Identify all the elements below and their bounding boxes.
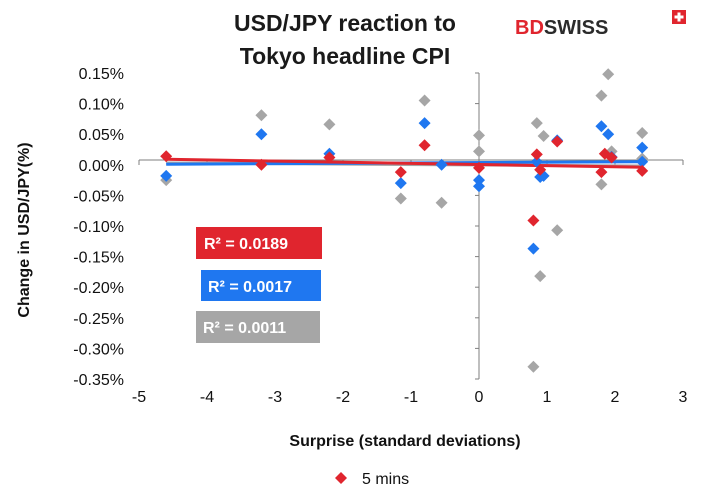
data-point-series-2	[530, 117, 543, 130]
x-axis-title: Surprise (standard deviations)	[289, 433, 520, 450]
y-tick-label: -0.35%	[73, 372, 124, 389]
data-point-series-0	[530, 148, 543, 161]
y-tick-label: 0.15%	[79, 66, 124, 83]
data-point-series-2	[537, 130, 550, 143]
data-point-series-2	[418, 94, 431, 107]
logo-text-bd: BD	[515, 17, 544, 39]
data-point-series-1	[473, 174, 485, 187]
data-point-series-0	[636, 164, 649, 177]
data-point-series-0	[527, 214, 540, 227]
x-tick-label: -1	[404, 389, 418, 406]
data-point-series-1	[160, 169, 173, 182]
data-point-series-1	[255, 128, 268, 141]
x-tick-label: -4	[200, 389, 214, 406]
data-point-series-2	[473, 129, 485, 142]
x-tick-label: -2	[336, 389, 350, 406]
data-point-series-1	[435, 158, 448, 171]
data-point-series-1	[418, 117, 431, 130]
x-tick-label: -3	[268, 389, 282, 406]
r2-box-red: R² = 0.0189	[196, 227, 322, 259]
data-point-series-2	[534, 270, 547, 283]
x-tick-label: 3	[679, 389, 688, 406]
r2-box-blue: R² = 0.0017	[201, 270, 321, 301]
x-tick-label: 2	[611, 389, 620, 406]
y-axis-tickmarks	[475, 72, 479, 380]
swiss-cross-icon	[672, 10, 686, 24]
svg-text:BDSWISS: BDSWISS	[515, 17, 608, 39]
data-point-series-0	[255, 158, 268, 171]
data-point-series-0	[473, 161, 485, 174]
data-point-series-2	[255, 109, 268, 122]
r2-label-red: R² = 0.0189	[204, 236, 288, 253]
y-tick-label: 0.10%	[79, 97, 124, 114]
r2-label-grey: R² = 0.0011	[203, 320, 286, 337]
data-point-series-1	[527, 242, 540, 255]
data-point-series-2	[636, 126, 649, 139]
data-point-series-1	[602, 128, 615, 141]
data-point-series-1	[394, 177, 407, 190]
y-tick-label: -0.25%	[73, 311, 124, 328]
data-point-series-0	[323, 151, 336, 164]
data-point-series-0	[605, 151, 618, 164]
y-tick-label: 0.05%	[79, 127, 124, 144]
y-axis-title: Change in USD/JPY(%)	[16, 142, 33, 317]
data-point-series-2	[595, 178, 608, 191]
chart-title-line1: USD/JPY reaction to	[234, 10, 456, 36]
data-point-series-2	[473, 145, 485, 158]
y-tick-label: -0.20%	[73, 280, 124, 297]
y-tick-label: -0.30%	[73, 341, 124, 358]
data-point-series-1	[473, 180, 485, 193]
data-point-series-2	[551, 224, 564, 237]
chart-title-line2: Tokyo headline CPI	[240, 43, 450, 69]
y-tick-label: -0.05%	[73, 188, 124, 205]
bdswiss-logo: BDSWISS	[515, 10, 686, 39]
data-point-series-0	[160, 150, 173, 163]
data-point-series-2	[602, 68, 615, 81]
data-point-series-1	[595, 120, 608, 133]
x-tick-label: 1	[543, 389, 552, 406]
data-point-series-2	[595, 89, 608, 102]
x-tick-label: -5	[132, 389, 146, 406]
trendlines	[166, 157, 643, 169]
data-point-series-0	[551, 135, 564, 148]
trendline-series-0	[166, 157, 643, 169]
data-point-series-2	[323, 118, 336, 131]
data-point-series-2	[527, 360, 540, 373]
r2-label-blue: R² = 0.0017	[208, 279, 292, 296]
legend: 5 mins	[335, 471, 409, 488]
legend-marker-5-mins	[335, 472, 347, 484]
y-tick-label: -0.10%	[73, 219, 124, 236]
data-points	[160, 68, 649, 373]
data-point-series-0	[534, 163, 547, 176]
data-point-series-2	[435, 196, 448, 209]
data-point-series-2	[394, 192, 407, 205]
r2-box-grey: R² = 0.0011	[196, 311, 320, 343]
data-point-series-0	[394, 166, 407, 179]
data-point-series-0	[418, 139, 431, 152]
data-point-series-0	[595, 166, 608, 179]
y-tick-label: -0.15%	[73, 250, 124, 267]
x-tick-label: 0	[475, 389, 484, 406]
legend-label-5-mins: 5 mins	[362, 471, 409, 488]
y-tick-label: 0.00%	[79, 158, 124, 175]
data-point-series-1	[636, 141, 649, 154]
logo-text-swiss: SWISS	[544, 17, 608, 39]
x-axis-ticks: -5 -4 -3 -2 -1 0 1 2 3	[132, 389, 688, 406]
y-axis-ticks: 0.15% 0.10% 0.05% 0.00% -0.05% -0.10% -0.15% -0…	[73, 66, 124, 389]
data-point-series-1	[636, 155, 649, 168]
